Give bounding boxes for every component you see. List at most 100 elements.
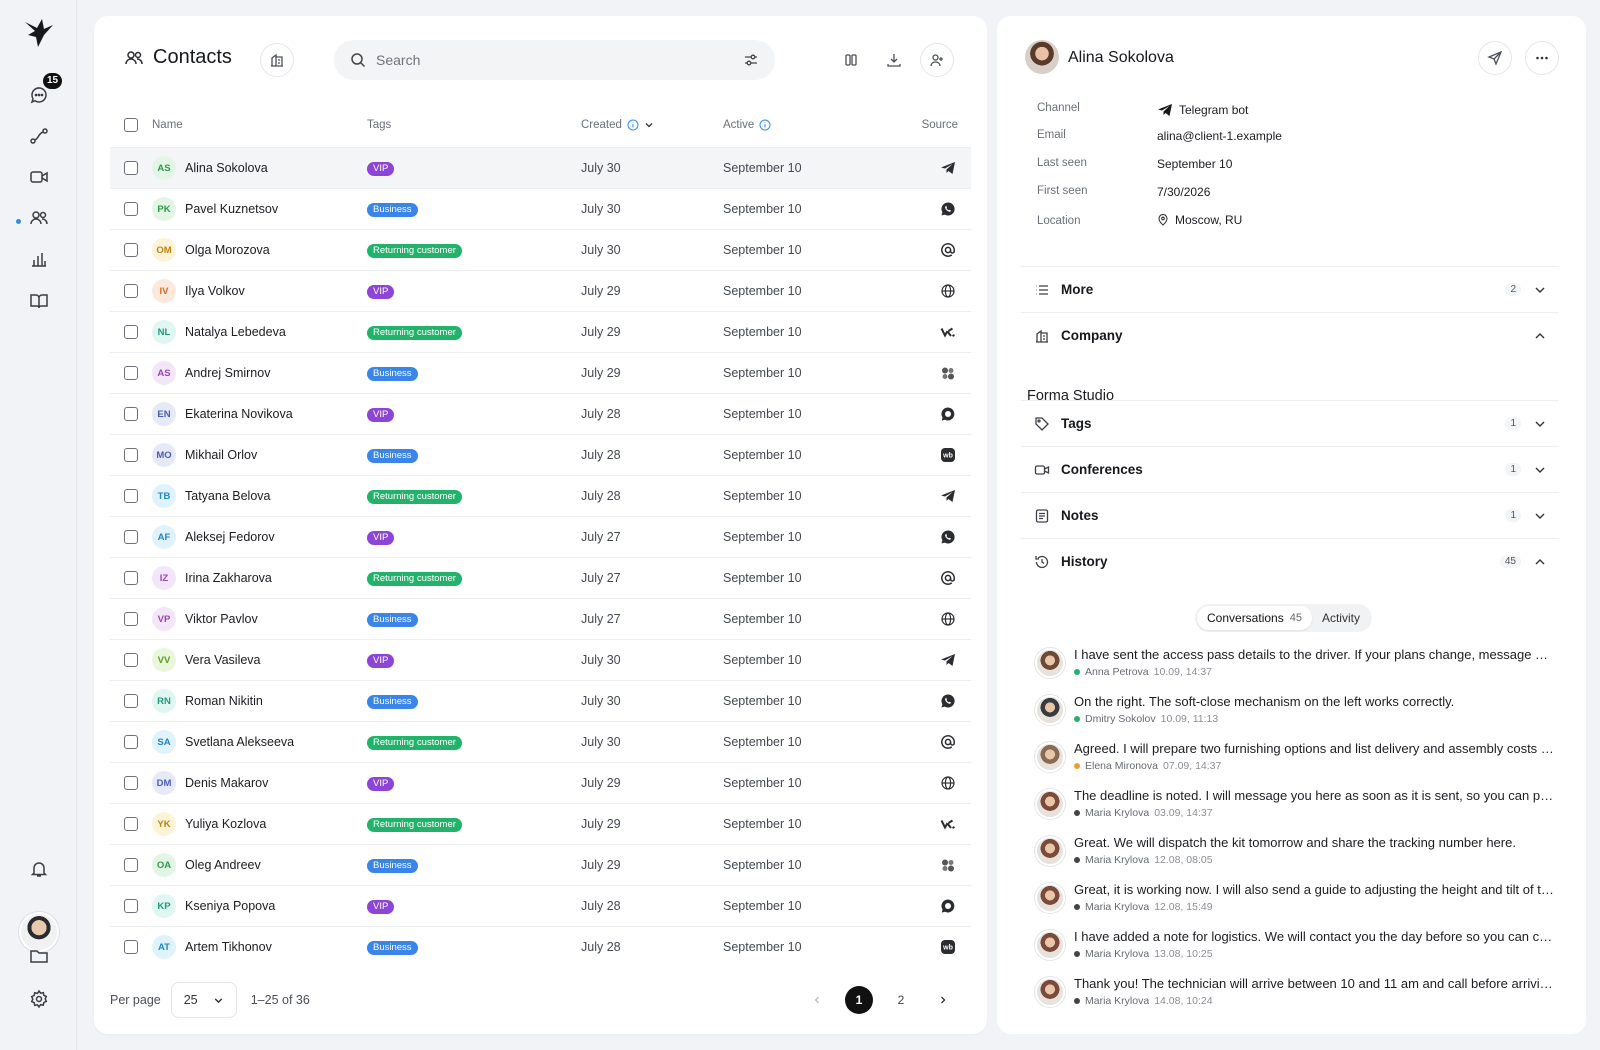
row-checkbox[interactable] — [124, 653, 138, 667]
select-all-checkbox[interactable] — [124, 117, 138, 132]
column-active[interactable]: Active — [723, 119, 883, 131]
section-history[interactable]: History 45 — [1021, 538, 1559, 584]
conversation-item[interactable]: I have added a note for logistics. We wi… — [1035, 928, 1555, 975]
row-checkbox[interactable] — [124, 489, 138, 503]
section-notes[interactable]: Notes 1 — [1021, 492, 1559, 538]
table-row[interactable]: AS Andrej Smirnov Business July 29 September… — [110, 353, 971, 394]
contact-name-cell: VP Viktor Pavlov — [152, 607, 367, 631]
columns-button[interactable] — [837, 46, 865, 74]
section-more[interactable]: More 2 — [1021, 266, 1559, 312]
table-row[interactable]: SA Svetlana Alekseeva Returning customer Ju… — [110, 722, 971, 763]
contacts-icon[interactable] — [26, 205, 52, 231]
row-checkbox[interactable] — [124, 530, 138, 544]
video-icon[interactable] — [26, 164, 52, 190]
initials-avatar: PK — [152, 197, 176, 221]
status-dot — [1074, 763, 1080, 769]
conversation-message: Agreed. I will prepare two furnishing op… — [1074, 741, 1555, 756]
field-value[interactable]: alina@client-1.example — [1157, 129, 1282, 143]
companies-button[interactable] — [260, 43, 294, 77]
conversation-time: 03.09, 14:37 — [1154, 807, 1213, 819]
row-checkbox[interactable] — [124, 448, 138, 462]
table-row[interactable]: VV Vera Vasileva VIP July 30 September 10 — [110, 640, 971, 681]
sort-chevron-down-icon[interactable] — [644, 120, 654, 130]
per-page-select[interactable]: 25 — [170, 982, 237, 1018]
download-button[interactable] — [880, 46, 908, 74]
row-checkbox[interactable] — [124, 817, 138, 831]
table-row[interactable]: IZ Irina Zakharova Returning customer July … — [110, 558, 971, 599]
table-row[interactable]: AT Artem Tikhonov Business July 28 September… — [110, 927, 971, 966]
book-icon[interactable] — [26, 288, 52, 314]
tag-badge: Returning customer — [367, 818, 462, 832]
row-checkbox[interactable] — [124, 694, 138, 708]
table-row[interactable]: YK Yuliya Kozlova Returning customer July 2… — [110, 804, 971, 845]
section-company[interactable]: Company — [1021, 312, 1559, 358]
table-row[interactable]: PK Pavel Kuznetsov Business July 30 Septembe… — [110, 189, 971, 230]
tab-conversations[interactable]: Conversations 45 — [1197, 606, 1312, 630]
page-1-button[interactable]: 1 — [845, 986, 873, 1014]
user-avatar[interactable] — [19, 912, 59, 952]
column-created[interactable]: Created — [581, 119, 723, 131]
row-checkbox[interactable] — [124, 735, 138, 749]
field-value: 7/30/2026 — [1157, 185, 1211, 199]
table-row[interactable]: MO Mikhail Orlov Business July 28 September … — [110, 435, 971, 476]
conversation-item[interactable]: Great, it is working now. I will also se… — [1035, 881, 1555, 928]
table-row[interactable]: NL Natalya Lebedeva Returning customer July… — [110, 312, 971, 353]
row-checkbox[interactable] — [124, 940, 138, 954]
add-contact-button[interactable] — [920, 43, 954, 77]
row-checkbox[interactable] — [124, 284, 138, 298]
table-row[interactable]: OM Olga Morozova Returning customer July 30… — [110, 230, 971, 271]
route-icon[interactable] — [26, 123, 52, 149]
row-checkbox[interactable] — [124, 612, 138, 626]
table-row[interactable]: KP Kseniya Popova VIP July 28 September 10 — [110, 886, 971, 927]
row-checkbox[interactable] — [124, 202, 138, 216]
tab-activity[interactable]: Activity — [1312, 606, 1370, 630]
section-conferences[interactable]: Conferences 1 — [1021, 446, 1559, 492]
table-row[interactable]: IV Ilya Volkov VIP July 29 September 10 — [110, 271, 971, 312]
column-source[interactable]: Source — [921, 118, 958, 131]
table-row[interactable]: AS Alina Sokolova VIP July 30 September 10 — [110, 148, 971, 189]
conversation-item[interactable]: The deadline is noted. I will message yo… — [1035, 787, 1555, 834]
search-input[interactable] — [376, 52, 733, 68]
more-actions-button[interactable] — [1525, 41, 1559, 75]
send-message-button[interactable] — [1478, 41, 1512, 75]
chat-icon[interactable] — [26, 82, 52, 108]
filter-sliders-icon[interactable] — [743, 52, 759, 68]
conversation-item[interactable]: Great. We will dispatch the kit tomorrow… — [1035, 834, 1555, 881]
table-row[interactable]: OA Oleg Andreev Business July 29 September 1… — [110, 845, 971, 886]
column-name[interactable]: Name — [152, 118, 183, 131]
chart-icon[interactable] — [26, 246, 52, 272]
row-checkbox[interactable] — [124, 407, 138, 421]
conversation-item[interactable]: Thank you! The technician will arrive be… — [1035, 975, 1555, 1022]
search-bar — [334, 40, 775, 80]
conversation-item[interactable]: I have sent the access pass details to t… — [1035, 646, 1555, 693]
row-checkbox[interactable] — [124, 161, 138, 175]
info-icon[interactable] — [759, 119, 771, 131]
row-checkbox[interactable] — [124, 325, 138, 339]
page-2-button[interactable]: 2 — [897, 993, 905, 1007]
row-checkbox[interactable] — [124, 243, 138, 257]
section-tags[interactable]: Tags 1 — [1021, 400, 1559, 446]
created-date: July 28 — [581, 448, 621, 462]
row-checkbox[interactable] — [124, 571, 138, 585]
email-icon — [938, 732, 958, 752]
table-row[interactable]: TB Tatyana Belova Returning customer July 2… — [110, 476, 971, 517]
row-checkbox[interactable] — [124, 366, 138, 380]
prev-page-button[interactable] — [803, 986, 831, 1014]
table-row[interactable]: DM Denis Makarov VIP July 29 September 10 — [110, 763, 971, 804]
conversation-item[interactable]: On the right. The soft-close mechanism o… — [1035, 693, 1555, 740]
gear-icon[interactable] — [26, 986, 52, 1012]
row-checkbox[interactable] — [124, 858, 138, 872]
table-row[interactable]: AF Aleksej Fedorov VIP July 27 September 10 — [110, 517, 971, 558]
row-checkbox[interactable] — [124, 776, 138, 790]
next-page-button[interactable] — [929, 986, 957, 1014]
logo-bird-icon[interactable] — [22, 16, 56, 50]
row-checkbox[interactable] — [124, 899, 138, 913]
bell-icon[interactable] — [26, 856, 52, 882]
folder-icon[interactable] — [26, 943, 52, 969]
table-row[interactable]: VP Viktor Pavlov Business July 27 September … — [110, 599, 971, 640]
info-icon[interactable] — [627, 119, 639, 131]
table-row[interactable]: RN Roman Nikitin Business July 30 September … — [110, 681, 971, 722]
column-tags[interactable]: Tags — [367, 118, 392, 131]
conversation-item[interactable]: Agreed. I will prepare two furnishing op… — [1035, 740, 1555, 787]
table-row[interactable]: EN Ekaterina Novikova VIP July 28 September … — [110, 394, 971, 435]
